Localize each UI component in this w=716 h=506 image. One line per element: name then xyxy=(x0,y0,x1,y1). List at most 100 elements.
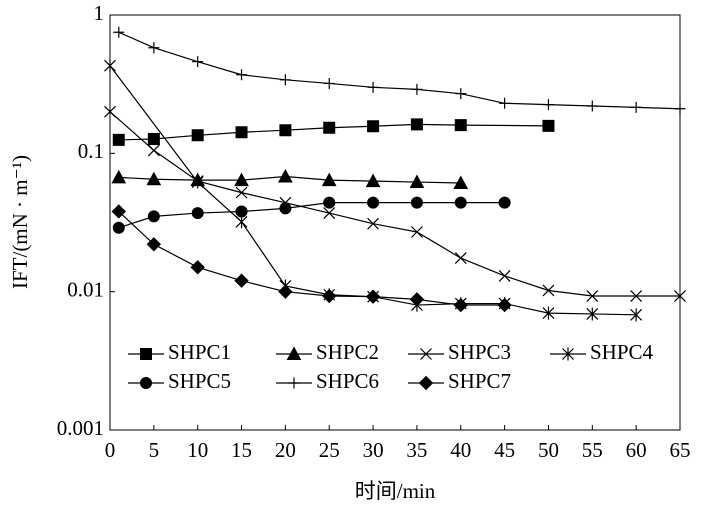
data-point xyxy=(235,126,248,139)
data-point xyxy=(323,196,336,209)
legend-label: SHPC3 xyxy=(448,340,511,364)
data-point xyxy=(409,292,425,307)
data-point xyxy=(191,129,204,142)
data-point xyxy=(113,26,125,38)
data-point xyxy=(323,77,335,89)
legend-label: SHPC4 xyxy=(590,340,654,364)
data-point xyxy=(147,144,160,157)
data-point xyxy=(586,307,599,321)
legend-label: SHPC7 xyxy=(448,369,511,393)
series-line xyxy=(118,31,681,110)
legend-marker xyxy=(286,346,302,360)
data-point xyxy=(410,118,423,131)
data-point xyxy=(630,290,643,302)
data-point xyxy=(454,196,467,209)
legend-label: SHPC5 xyxy=(168,369,231,393)
series-line xyxy=(118,202,505,229)
x-tick-label: 0 xyxy=(105,438,116,462)
legend-marker xyxy=(562,347,574,361)
legend-label: SHPC6 xyxy=(316,369,379,393)
data-point xyxy=(147,210,160,223)
data-point xyxy=(279,124,292,137)
data-point xyxy=(365,289,381,304)
series-line xyxy=(109,65,637,316)
data-point xyxy=(147,132,160,145)
y-tick-label: 1 xyxy=(94,1,105,25)
legend-marker xyxy=(140,348,152,360)
x-tick-label: 50 xyxy=(538,438,559,462)
x-tick-label: 5 xyxy=(149,438,160,462)
data-point xyxy=(630,101,642,113)
data-point xyxy=(542,119,555,132)
data-point xyxy=(586,100,598,112)
data-point xyxy=(111,204,126,219)
data-point xyxy=(542,284,555,297)
data-point xyxy=(498,269,511,282)
x-tick-label: 45 xyxy=(494,438,515,462)
data-point xyxy=(321,172,337,187)
y-tick-label: 0.001 xyxy=(57,416,104,440)
data-point xyxy=(499,97,511,109)
data-point xyxy=(367,120,380,133)
x-tick-label: 40 xyxy=(450,438,471,462)
legend-label: SHPC2 xyxy=(316,340,379,364)
x-tick-label: 35 xyxy=(406,438,427,462)
data-point xyxy=(542,306,555,320)
data-point xyxy=(410,226,423,238)
data-point xyxy=(323,207,336,219)
series-line xyxy=(109,111,680,297)
data-point xyxy=(235,186,248,199)
data-point xyxy=(453,297,468,313)
data-point xyxy=(146,237,162,252)
data-point xyxy=(146,171,162,186)
data-point xyxy=(586,290,599,302)
series-line xyxy=(118,211,505,306)
plot-frame xyxy=(109,14,681,431)
data-point xyxy=(630,308,643,322)
data-point xyxy=(542,99,554,111)
data-point xyxy=(453,175,469,190)
data-point xyxy=(235,205,248,218)
data-point xyxy=(674,290,686,302)
x-tick-label: 65 xyxy=(670,438,691,462)
data-point xyxy=(454,252,467,264)
data-point xyxy=(279,202,292,215)
data-point xyxy=(104,59,116,73)
data-point xyxy=(410,196,423,209)
x-tick-label: 30 xyxy=(363,438,384,462)
data-point xyxy=(497,297,512,313)
data-point xyxy=(278,284,293,299)
data-point xyxy=(236,69,248,81)
x-tick-label: 25 xyxy=(319,438,340,462)
data-point xyxy=(112,133,125,146)
x-tick-label: 15 xyxy=(231,438,252,462)
data-point xyxy=(112,221,125,234)
data-point xyxy=(674,103,686,115)
x-tick-label: 20 xyxy=(275,438,296,462)
series-line xyxy=(118,123,549,141)
data-point xyxy=(409,174,425,189)
data-point xyxy=(191,175,204,189)
y-tick-label: 0.1 xyxy=(78,139,104,163)
data-point xyxy=(234,172,249,187)
data-point xyxy=(322,288,337,304)
data-point xyxy=(367,196,380,209)
data-point xyxy=(104,105,116,118)
legend-marker xyxy=(420,348,432,360)
data-point xyxy=(411,83,423,95)
data-point xyxy=(365,173,381,188)
data-point xyxy=(111,169,127,184)
data-point xyxy=(454,119,467,132)
x-tick-label: 55 xyxy=(582,438,603,462)
data-point xyxy=(192,56,204,68)
data-point xyxy=(148,42,160,54)
data-point xyxy=(279,74,291,86)
data-point xyxy=(234,273,249,288)
x-tick-label: 10 xyxy=(187,438,208,462)
legend-marker xyxy=(288,377,300,389)
legend-marker xyxy=(418,375,434,391)
legend-label: SHPC1 xyxy=(168,340,231,364)
x-tick-label: 60 xyxy=(626,438,647,462)
data-point xyxy=(367,81,379,93)
x-axis-label: 时间/min xyxy=(355,479,436,503)
